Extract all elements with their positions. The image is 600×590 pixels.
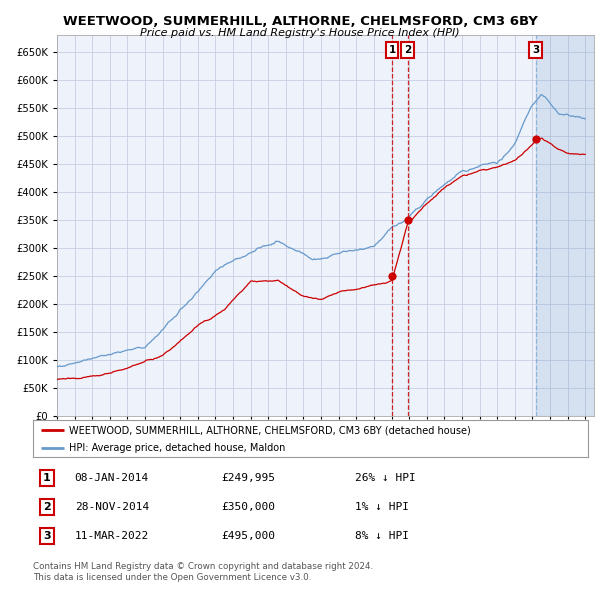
Text: 1: 1 (388, 45, 395, 55)
Text: 08-JAN-2014: 08-JAN-2014 (74, 473, 149, 483)
Text: 2: 2 (43, 502, 51, 512)
Text: This data is licensed under the Open Government Licence v3.0.: This data is licensed under the Open Gov… (33, 573, 311, 582)
Text: WEETWOOD, SUMMERHILL, ALTHORNE, CHELMSFORD, CM3 6BY (detached house): WEETWOOD, SUMMERHILL, ALTHORNE, CHELMSFO… (69, 425, 471, 435)
Text: 28-NOV-2014: 28-NOV-2014 (74, 502, 149, 512)
Text: Contains HM Land Registry data © Crown copyright and database right 2024.: Contains HM Land Registry data © Crown c… (33, 562, 373, 571)
Point (531, 134, 541, 143)
Point (403, 215, 413, 225)
Text: £249,995: £249,995 (222, 473, 276, 483)
Text: 8% ↓ HPI: 8% ↓ HPI (355, 532, 409, 542)
Text: HPI: Average price, detached house, Maldon: HPI: Average price, detached house, Mald… (69, 443, 286, 453)
Text: 1% ↓ HPI: 1% ↓ HPI (355, 502, 409, 512)
Text: 2: 2 (404, 45, 412, 55)
Text: Price paid vs. HM Land Registry's House Price Index (HPI): Price paid vs. HM Land Registry's House … (140, 28, 460, 38)
Text: £350,000: £350,000 (222, 502, 276, 512)
Text: 11-MAR-2022: 11-MAR-2022 (74, 532, 149, 542)
Text: 3: 3 (532, 45, 539, 55)
Text: 26% ↓ HPI: 26% ↓ HPI (355, 473, 416, 483)
Text: £495,000: £495,000 (222, 532, 276, 542)
Point (387, 271, 397, 281)
Text: WEETWOOD, SUMMERHILL, ALTHORNE, CHELMSFORD, CM3 6BY: WEETWOOD, SUMMERHILL, ALTHORNE, CHELMSFO… (62, 15, 538, 28)
Bar (536, 35, 594, 416)
Text: 1: 1 (43, 473, 51, 483)
Text: 3: 3 (43, 532, 50, 542)
